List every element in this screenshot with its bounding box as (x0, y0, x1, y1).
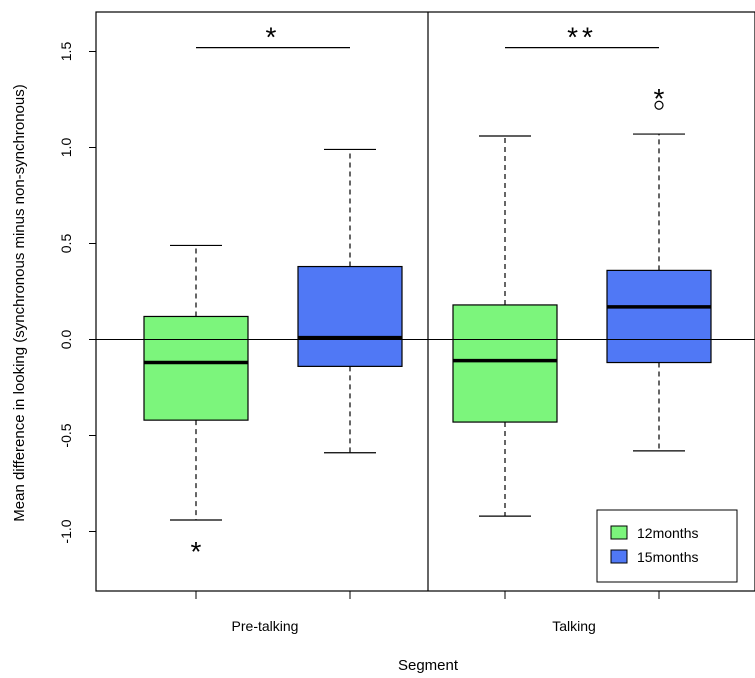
significance-label: * (266, 22, 281, 53)
box-body (144, 316, 248, 420)
box-15months-pre-talking (298, 149, 402, 452)
legend-swatch-15months (611, 550, 627, 563)
box-body (453, 305, 557, 422)
y-tick-label: 1.5 (58, 42, 74, 62)
y-tick-label: 1.0 (58, 138, 74, 158)
legend-swatch-12months (611, 526, 627, 539)
y-tick-label: -0.5 (58, 423, 74, 447)
x-axis-label: Segment (398, 657, 459, 674)
x-tick-label-pre-talking: Pre-talking (232, 618, 299, 634)
box-body (298, 267, 402, 367)
y-tick-label: 0.0 (58, 330, 74, 350)
x-tick-label-talking: Talking (552, 618, 596, 634)
box-12months-talking (453, 136, 557, 516)
significance-label: ** (567, 22, 597, 53)
significance-marker: * (191, 536, 202, 567)
legend-label-12months: 12months (637, 525, 698, 541)
box-15months-talking (607, 101, 711, 451)
y-axis-label: Mean difference in looking (synchronous … (11, 84, 28, 521)
box-12months-pre-talking (144, 245, 248, 520)
y-tick-label: 0.5 (58, 234, 74, 254)
legend-box (597, 510, 737, 582)
box-body (607, 270, 711, 362)
legend: 12months 15months (597, 510, 737, 582)
significance-marker: * (654, 83, 665, 114)
legend-label-15months: 15months (637, 549, 698, 565)
y-tick-label: -1.0 (58, 519, 74, 543)
